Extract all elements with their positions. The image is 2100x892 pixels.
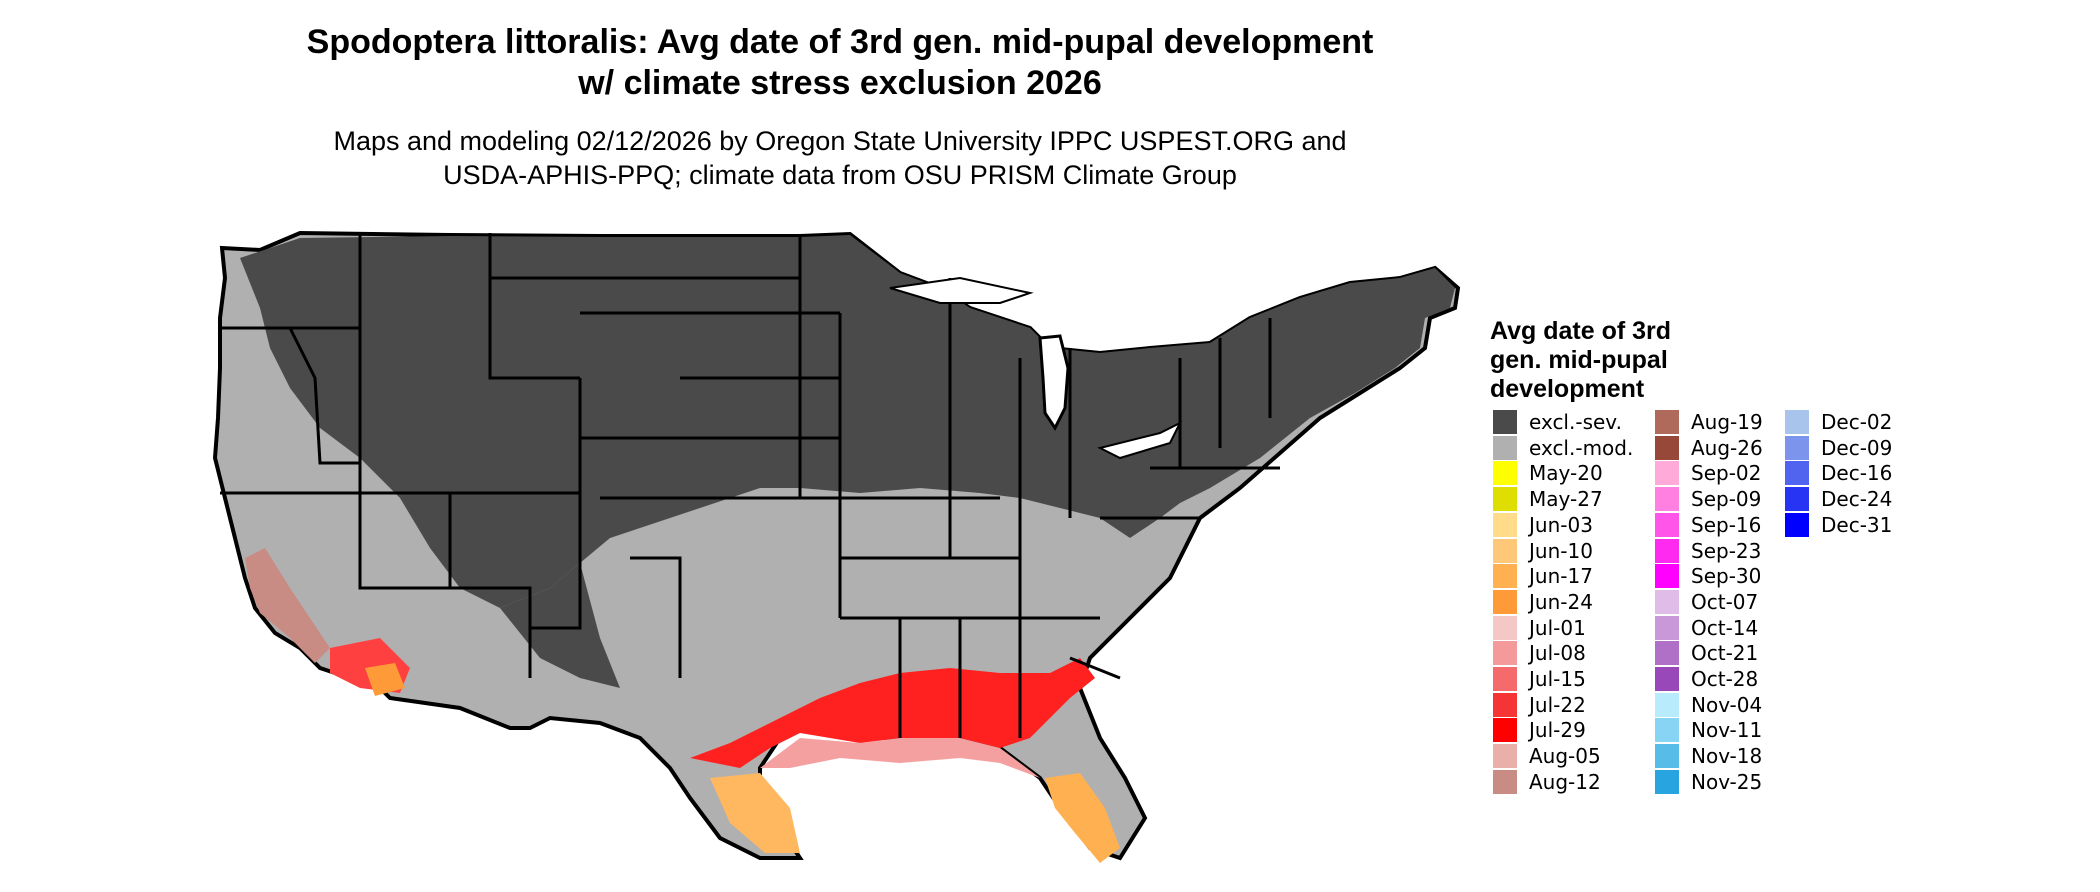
legend-swatch xyxy=(1655,564,1679,588)
legend-label: Jun-24 xyxy=(1529,590,1593,614)
legend-label: Dec-09 xyxy=(1821,436,1893,460)
state-borders xyxy=(220,233,1280,738)
legend-label: Dec-16 xyxy=(1821,461,1893,485)
legend-label: Jun-03 xyxy=(1529,513,1593,537)
legend-title-line-2: gen. mid-pupal xyxy=(1490,346,1668,374)
florida-orange xyxy=(1045,773,1120,863)
legend-label: excl.-sev. xyxy=(1529,410,1622,434)
legend-swatch xyxy=(1655,693,1679,717)
legend-label: Aug-05 xyxy=(1529,744,1601,768)
legend-label: Sep-02 xyxy=(1691,461,1762,485)
legend-label: Dec-24 xyxy=(1821,487,1893,511)
lake-michigan xyxy=(1038,334,1070,431)
legend-swatch xyxy=(1493,693,1517,717)
map-title-line-1: Spodoptera littoralis: Avg date of 3rd g… xyxy=(306,23,1374,61)
legend-swatch xyxy=(1785,487,1809,511)
legend-label: Jul-29 xyxy=(1529,718,1586,742)
legend-swatch xyxy=(1655,461,1679,485)
legend-label: Sep-09 xyxy=(1691,487,1762,511)
legend-label: Oct-07 xyxy=(1691,590,1759,614)
legend-label: Jun-17 xyxy=(1529,564,1593,588)
severe-exclusion-north xyxy=(240,235,1455,608)
legend-swatch xyxy=(1493,590,1517,614)
legend-label: Jul-08 xyxy=(1529,641,1586,665)
legend-label: Oct-14 xyxy=(1691,616,1759,640)
severe-exclusion-southwest xyxy=(500,563,620,688)
legend-swatch xyxy=(1655,436,1679,460)
legend-swatch xyxy=(1493,410,1517,434)
legend-swatch xyxy=(1655,718,1679,742)
legend-swatch xyxy=(1493,436,1517,460)
legend-label: Dec-31 xyxy=(1821,513,1893,537)
map-subtitle-line-1: Maps and modeling 02/12/2026 by Oregon S… xyxy=(333,126,1347,156)
map-subtitle-line-2: USDA-APHIS-PPQ; climate data from OSU PR… xyxy=(443,160,1237,190)
texas-orange xyxy=(710,773,800,853)
legend-label: Jul-22 xyxy=(1529,693,1586,717)
legend-label: Jun-10 xyxy=(1529,539,1593,563)
legend-label: Nov-18 xyxy=(1691,744,1763,768)
legend-swatch xyxy=(1493,718,1517,742)
legend-label: Oct-28 xyxy=(1691,667,1759,691)
legend-swatch xyxy=(1493,564,1517,588)
arizona-orange xyxy=(365,663,405,696)
legend-label: Sep-16 xyxy=(1691,513,1762,537)
legend-label: Sep-23 xyxy=(1691,539,1762,563)
lake-erie xyxy=(1097,420,1183,460)
legend-label: Aug-12 xyxy=(1529,770,1601,794)
legend-swatch xyxy=(1785,436,1809,460)
legend-swatch xyxy=(1493,641,1517,665)
legend-label: Nov-04 xyxy=(1691,693,1763,717)
legend-swatch xyxy=(1493,616,1517,640)
legend-label: Oct-21 xyxy=(1691,641,1759,665)
legend-swatch xyxy=(1493,487,1517,511)
legend-title: Avg date of 3rd gen. mid-pupal developme… xyxy=(1490,317,1750,404)
california-zone xyxy=(245,548,330,663)
legend-swatch xyxy=(1655,590,1679,614)
legend-swatch xyxy=(1655,667,1679,691)
legend-swatch xyxy=(1785,410,1809,434)
legend-label: Nov-25 xyxy=(1691,770,1763,794)
legend-title-line-1: Avg date of 3rd xyxy=(1490,317,1672,345)
legend-swatch xyxy=(1785,461,1809,485)
legend-label: May-27 xyxy=(1529,487,1603,511)
legend-swatch xyxy=(1493,667,1517,691)
legend-label: Dec-02 xyxy=(1821,410,1893,434)
legend-label: excl.-mod. xyxy=(1529,436,1634,460)
legend-swatch xyxy=(1655,539,1679,563)
legend-swatch xyxy=(1655,410,1679,434)
map-title: Spodoptera littoralis: Avg date of 3rd g… xyxy=(0,22,1680,104)
warm-band-gulf xyxy=(690,658,1095,768)
warm-band-coast xyxy=(760,738,1040,778)
legend-label: Jul-01 xyxy=(1529,616,1586,640)
legend-swatch xyxy=(1493,770,1517,794)
legend-swatch xyxy=(1785,513,1809,537)
legend-swatch xyxy=(1655,513,1679,537)
us-map xyxy=(212,230,1461,863)
legend-label: Sep-30 xyxy=(1691,564,1762,588)
map-subtitle: Maps and modeling 02/12/2026 by Oregon S… xyxy=(0,124,1680,192)
lake-superior xyxy=(889,276,1034,304)
legend-label: Aug-26 xyxy=(1691,436,1763,460)
legend-swatch xyxy=(1655,641,1679,665)
legend-swatch xyxy=(1493,744,1517,768)
legend-swatch xyxy=(1655,744,1679,768)
legend-swatch xyxy=(1493,539,1517,563)
legend-label: Aug-19 xyxy=(1691,410,1763,434)
legend-swatch xyxy=(1493,461,1517,485)
legend-label: Nov-11 xyxy=(1691,718,1763,742)
legend-swatch xyxy=(1655,616,1679,640)
legend-swatch xyxy=(1655,487,1679,511)
map-title-line-2: w/ climate stress exclusion 2026 xyxy=(578,64,1102,102)
legend-title-line-3: development xyxy=(1490,375,1645,403)
legend-swatch xyxy=(1655,770,1679,794)
legend-label: May-20 xyxy=(1529,461,1603,485)
legend-swatch xyxy=(1493,513,1517,537)
legend-label: Jul-15 xyxy=(1529,667,1586,691)
